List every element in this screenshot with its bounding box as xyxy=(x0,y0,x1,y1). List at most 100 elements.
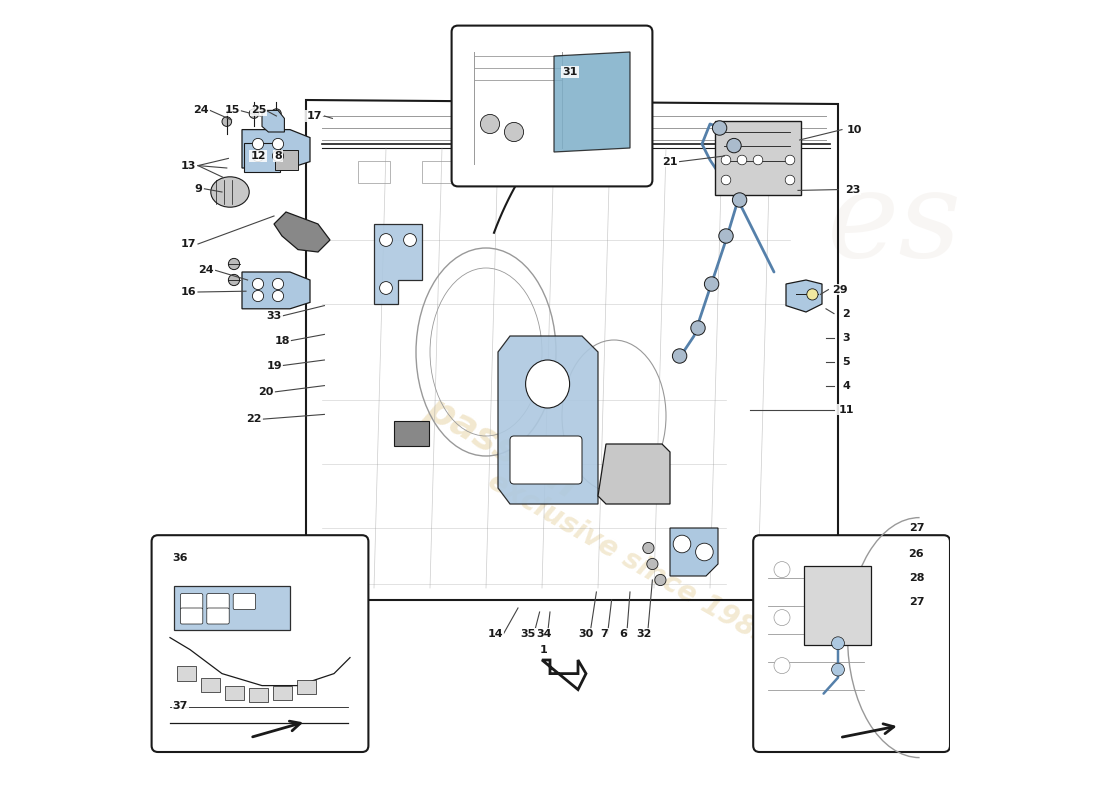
Circle shape xyxy=(832,663,845,676)
Polygon shape xyxy=(262,110,285,132)
Ellipse shape xyxy=(526,360,570,408)
Text: exclusive since 1985: exclusive since 1985 xyxy=(483,467,777,653)
Circle shape xyxy=(272,109,282,118)
Text: 6: 6 xyxy=(619,629,627,638)
FancyBboxPatch shape xyxy=(201,678,220,692)
Text: 11: 11 xyxy=(838,405,854,414)
FancyBboxPatch shape xyxy=(243,143,280,172)
Text: 27: 27 xyxy=(909,597,924,606)
Circle shape xyxy=(704,277,718,291)
Circle shape xyxy=(832,637,845,650)
Polygon shape xyxy=(242,130,310,168)
Text: 15: 15 xyxy=(224,106,240,115)
Text: 16: 16 xyxy=(180,287,196,297)
Circle shape xyxy=(713,121,727,135)
Text: 28: 28 xyxy=(909,573,924,582)
Text: 18: 18 xyxy=(274,336,289,346)
Text: 30: 30 xyxy=(579,629,594,638)
Text: 21: 21 xyxy=(662,157,678,166)
Circle shape xyxy=(722,155,730,165)
Circle shape xyxy=(654,574,666,586)
Text: 4: 4 xyxy=(843,381,850,390)
Circle shape xyxy=(785,155,795,165)
Circle shape xyxy=(722,175,730,185)
Text: 36: 36 xyxy=(173,554,188,563)
Circle shape xyxy=(505,122,524,142)
Text: 24: 24 xyxy=(198,266,213,275)
Circle shape xyxy=(806,289,818,300)
Circle shape xyxy=(222,117,232,126)
Circle shape xyxy=(727,138,741,153)
Text: 13: 13 xyxy=(180,161,196,170)
Circle shape xyxy=(774,562,790,578)
FancyBboxPatch shape xyxy=(226,686,244,700)
FancyBboxPatch shape xyxy=(180,608,202,624)
Text: 7: 7 xyxy=(601,629,608,638)
FancyBboxPatch shape xyxy=(250,688,268,702)
Text: 14: 14 xyxy=(487,629,504,638)
Polygon shape xyxy=(498,336,598,504)
Circle shape xyxy=(252,290,264,302)
Circle shape xyxy=(672,349,686,363)
Circle shape xyxy=(647,558,658,570)
Text: 19: 19 xyxy=(266,361,282,370)
Text: 12: 12 xyxy=(251,151,266,161)
Polygon shape xyxy=(598,444,670,504)
Circle shape xyxy=(737,155,747,165)
Text: 26: 26 xyxy=(909,549,924,558)
Circle shape xyxy=(273,138,284,150)
Circle shape xyxy=(404,234,417,246)
Circle shape xyxy=(754,155,762,165)
Polygon shape xyxy=(374,224,422,304)
Polygon shape xyxy=(174,586,290,630)
FancyBboxPatch shape xyxy=(394,421,429,446)
Text: 3: 3 xyxy=(843,333,850,342)
Text: 25: 25 xyxy=(251,106,266,115)
FancyBboxPatch shape xyxy=(275,150,298,170)
Text: 2: 2 xyxy=(843,309,850,318)
Text: 27: 27 xyxy=(909,523,924,533)
Circle shape xyxy=(229,274,240,286)
Text: 17: 17 xyxy=(180,239,196,249)
Circle shape xyxy=(774,658,790,674)
Circle shape xyxy=(733,193,747,207)
FancyBboxPatch shape xyxy=(754,535,950,752)
Text: 35: 35 xyxy=(520,629,536,638)
FancyBboxPatch shape xyxy=(510,436,582,484)
Circle shape xyxy=(691,321,705,335)
Text: 31: 31 xyxy=(562,67,578,77)
Circle shape xyxy=(642,542,654,554)
Text: 32: 32 xyxy=(637,629,652,638)
Circle shape xyxy=(673,535,691,553)
Text: 5: 5 xyxy=(843,357,850,366)
FancyBboxPatch shape xyxy=(177,666,197,681)
Text: 9: 9 xyxy=(194,184,202,194)
Circle shape xyxy=(379,234,393,246)
Circle shape xyxy=(695,543,713,561)
Text: 37: 37 xyxy=(173,701,188,710)
FancyBboxPatch shape xyxy=(452,26,652,186)
Circle shape xyxy=(252,150,264,162)
Text: 20: 20 xyxy=(258,387,274,397)
Text: 24: 24 xyxy=(194,106,209,115)
Text: es: es xyxy=(826,166,961,282)
Circle shape xyxy=(481,114,499,134)
Circle shape xyxy=(785,175,795,185)
Text: 1: 1 xyxy=(540,645,548,654)
Text: 8: 8 xyxy=(274,151,282,161)
Text: passion: passion xyxy=(420,390,584,506)
FancyBboxPatch shape xyxy=(233,594,255,610)
Circle shape xyxy=(252,278,264,290)
Circle shape xyxy=(252,138,264,150)
Circle shape xyxy=(273,150,284,162)
Text: 23: 23 xyxy=(845,185,860,194)
Circle shape xyxy=(273,278,284,290)
FancyBboxPatch shape xyxy=(297,680,317,694)
FancyBboxPatch shape xyxy=(207,594,229,610)
Ellipse shape xyxy=(211,177,250,207)
Circle shape xyxy=(379,282,393,294)
Text: 29: 29 xyxy=(832,285,847,294)
Text: 22: 22 xyxy=(246,414,262,424)
Text: 10: 10 xyxy=(846,125,861,134)
FancyBboxPatch shape xyxy=(152,535,368,752)
